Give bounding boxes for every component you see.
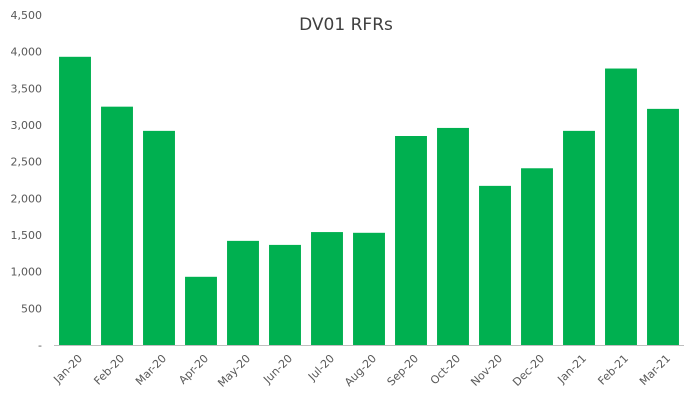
x-tick-label: Feb-21 [595, 352, 631, 388]
x-tick-label: Jul-20 [305, 352, 337, 384]
bar-apr-20 [185, 276, 217, 345]
bar-feb-21 [605, 68, 637, 345]
y-tick-label: 3,500 [11, 82, 43, 95]
bar-dec-20 [521, 168, 553, 345]
x-tick-label: Mar-20 [133, 352, 169, 388]
bar-jan-20 [59, 56, 91, 346]
y-tick-label: - [38, 339, 42, 352]
y-tick-label: 2,000 [11, 192, 43, 205]
bar-feb-20 [101, 106, 133, 345]
x-tick-label: Apr-20 [176, 352, 211, 387]
x-tick-label: Jan-21 [555, 352, 590, 387]
x-tick-label: Dec-20 [510, 352, 547, 389]
bar-sep-20 [395, 136, 427, 345]
y-tick-label: 1,500 [11, 229, 43, 242]
bar-jun-20 [269, 244, 301, 345]
bars [59, 56, 679, 346]
bar-nov-20 [479, 185, 511, 345]
y-tick-label: 4,000 [11, 46, 43, 59]
bar-jul-20 [311, 232, 343, 345]
x-tick-label: Sep-20 [385, 352, 422, 389]
bar-mar-21 [647, 108, 679, 346]
bar-aug-20 [353, 232, 385, 345]
x-tick-label: Jun-20 [260, 352, 295, 387]
x-tick-label: Aug-20 [342, 352, 379, 389]
x-tick-label: Feb-20 [91, 352, 127, 388]
y-tick-label: 2,500 [11, 156, 43, 169]
x-tick-label: Nov-20 [468, 352, 505, 389]
chart-title: DV01 RFRs [299, 15, 393, 35]
y-tick-label: 3,000 [11, 119, 43, 132]
y-tick-label: 1,000 [11, 266, 43, 279]
x-tick-label: Jan-20 [51, 352, 86, 387]
x-tick-label: May-20 [215, 352, 253, 390]
x-tick-label: Oct-20 [428, 352, 463, 387]
x-axis-ticks: Jan-20 Feb-20 Mar-20 Apr-20 May-20 Jun-20 Jul-… [51, 352, 674, 390]
bar-oct-20 [437, 127, 469, 346]
y-tick-label: 500 [21, 302, 42, 315]
bar-mar-20 [143, 130, 175, 345]
y-axis-ticks: - 500 1,000 1,500 2,000 2,500 3,000 3,500 4,000 4… [11, 9, 43, 352]
x-tick-label: Mar-21 [637, 352, 673, 388]
y-tick-label: 4,500 [11, 9, 43, 22]
bar-jan-21 [563, 130, 595, 345]
bar-may-20 [227, 240, 259, 345]
